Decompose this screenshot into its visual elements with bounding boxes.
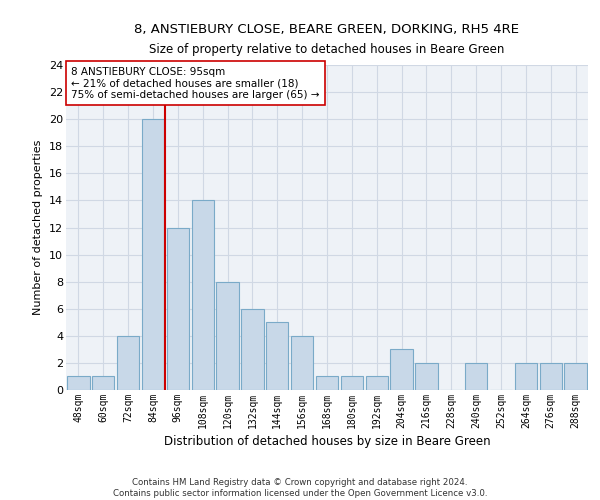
Bar — [565, 363, 587, 390]
Bar — [167, 228, 189, 390]
Bar — [241, 308, 263, 390]
Bar — [291, 336, 313, 390]
Bar — [142, 119, 164, 390]
Bar — [191, 200, 214, 390]
Bar — [316, 376, 338, 390]
Text: Size of property relative to detached houses in Beare Green: Size of property relative to detached ho… — [149, 44, 505, 57]
Bar — [539, 363, 562, 390]
Y-axis label: Number of detached properties: Number of detached properties — [34, 140, 43, 315]
Bar — [92, 376, 115, 390]
Text: 8, ANSTIEBURY CLOSE, BEARE GREEN, DORKING, RH5 4RE: 8, ANSTIEBURY CLOSE, BEARE GREEN, DORKIN… — [134, 22, 520, 36]
Text: Contains HM Land Registry data © Crown copyright and database right 2024.
Contai: Contains HM Land Registry data © Crown c… — [113, 478, 487, 498]
Bar — [67, 376, 89, 390]
Bar — [117, 336, 139, 390]
Bar — [341, 376, 363, 390]
Text: 8 ANSTIEBURY CLOSE: 95sqm
← 21% of detached houses are smaller (18)
75% of semi-: 8 ANSTIEBURY CLOSE: 95sqm ← 21% of detac… — [71, 66, 320, 100]
X-axis label: Distribution of detached houses by size in Beare Green: Distribution of detached houses by size … — [164, 435, 490, 448]
Bar — [266, 322, 289, 390]
Bar — [465, 363, 487, 390]
Bar — [391, 350, 413, 390]
Bar — [515, 363, 537, 390]
Bar — [415, 363, 437, 390]
Bar — [365, 376, 388, 390]
Bar — [217, 282, 239, 390]
